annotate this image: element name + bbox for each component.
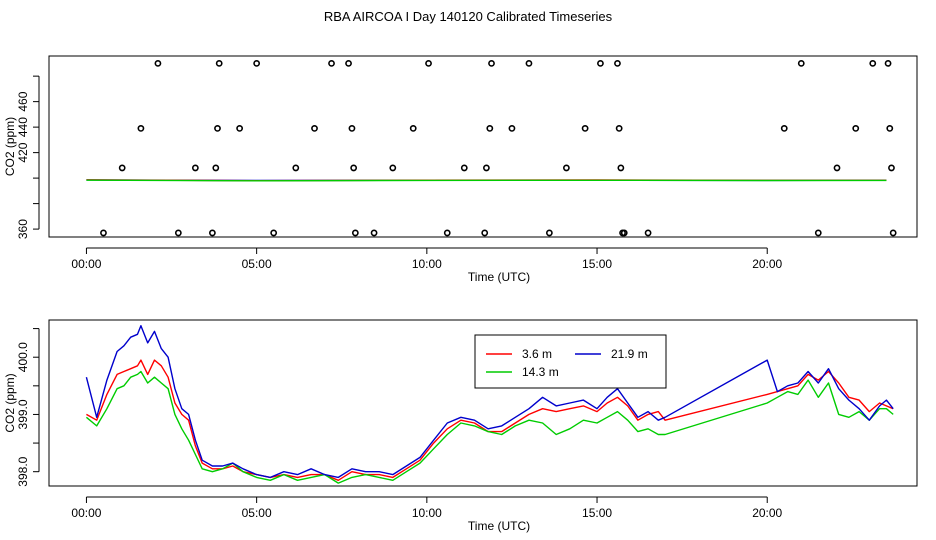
data-point	[508, 124, 516, 132]
series-line-3-6-m	[86, 359, 894, 481]
data-point	[191, 164, 199, 172]
data-point	[350, 164, 358, 172]
y-tick-label: 360	[16, 219, 30, 239]
x-tick-label: 15:00	[582, 257, 612, 271]
legend-box	[474, 334, 667, 389]
data-point	[597, 59, 604, 67]
y-tick-label: 460	[16, 91, 30, 111]
data-point	[833, 164, 841, 172]
data-point	[884, 59, 892, 67]
data-point	[236, 124, 244, 132]
data-point	[328, 59, 335, 67]
legend: 3.6 m 14.3 m 21.9 m	[474, 334, 667, 389]
x-tick-label: 20:00	[752, 506, 782, 520]
data-point	[814, 229, 822, 237]
data-point	[118, 164, 126, 172]
y-axis-label: CO2 (ppm)	[3, 373, 17, 432]
x-tick-label: 15:00	[582, 506, 612, 520]
data-point	[888, 164, 895, 172]
data-point	[614, 59, 621, 67]
x-tick-label: 20:00	[752, 257, 782, 271]
data-point	[348, 124, 356, 132]
plot-frame	[48, 319, 918, 487]
y-tick-label: 420	[16, 142, 30, 162]
legend-label-14-3-m: 14.3 m	[522, 365, 559, 379]
data-point	[137, 124, 145, 132]
data-point	[488, 59, 495, 67]
data-point	[311, 124, 318, 132]
data-point	[425, 59, 432, 67]
data-point	[154, 59, 162, 67]
y-tick-label: 398.0	[16, 456, 30, 486]
data-point	[370, 229, 378, 237]
data-point	[525, 59, 533, 67]
data-point	[889, 229, 897, 237]
data-point	[351, 229, 359, 237]
data-point	[562, 164, 570, 172]
bottom-panel: 00:00 05:00 10:00 15:00 20:00 Time (UTC) 398.0…	[3, 319, 918, 533]
series-line-21-9-m	[85, 325, 894, 479]
data-point	[483, 164, 490, 172]
data-point	[617, 164, 625, 172]
data-point	[443, 229, 451, 237]
data-point	[253, 59, 261, 67]
data-point	[215, 59, 223, 67]
data-point	[886, 124, 894, 132]
data-point	[797, 59, 805, 67]
x-tick-label: 05:00	[242, 257, 272, 271]
data-point	[292, 164, 300, 172]
legend-label-21-9-m: 21.9 m	[611, 347, 648, 361]
data-point	[270, 229, 278, 237]
data-point	[780, 124, 788, 132]
series-line-14-3-m	[85, 370, 894, 484]
legend-label-3-6-m: 3.6 m	[522, 347, 552, 361]
plot-frame	[48, 55, 918, 238]
y-axis-label: CO2 (ppm)	[3, 117, 17, 176]
data-point	[389, 164, 397, 172]
data-point	[545, 229, 553, 237]
x-tick-label: 10:00	[412, 257, 442, 271]
series-line-14-3-m	[86, 179, 887, 182]
data-point	[615, 124, 623, 132]
x-axis-label: Time (UTC)	[468, 519, 530, 533]
data-point	[345, 59, 352, 67]
x-tick-label: 00:00	[71, 506, 101, 520]
data-point	[581, 124, 589, 132]
x-tick-label: 00:00	[71, 257, 101, 271]
data-point	[460, 164, 468, 172]
chart-title: RBA AIRCOA I Day 140120 Calibrated Times…	[324, 9, 613, 24]
data-point	[174, 229, 182, 237]
y-tick-label: 440	[16, 117, 30, 137]
data-point	[852, 124, 860, 132]
x-tick-label: 05:00	[242, 506, 272, 520]
x-axis-label: Time (UTC)	[468, 270, 530, 284]
x-tick-label: 10:00	[412, 506, 442, 520]
data-point	[100, 229, 107, 237]
data-point	[869, 59, 877, 67]
data-point	[644, 229, 652, 237]
y-tick-label: 400.0	[16, 342, 30, 372]
data-point	[620, 229, 628, 237]
top-panel: 00:00 05:00 10:00 15:00 20:00 Time (UTC) 360 42…	[3, 55, 918, 284]
data-point	[214, 124, 221, 132]
data-point	[208, 229, 216, 237]
data-point	[212, 164, 220, 172]
data-point	[481, 229, 489, 237]
y-tick-label: 399.0	[16, 399, 30, 429]
data-point	[409, 124, 417, 132]
data-point	[486, 124, 494, 132]
